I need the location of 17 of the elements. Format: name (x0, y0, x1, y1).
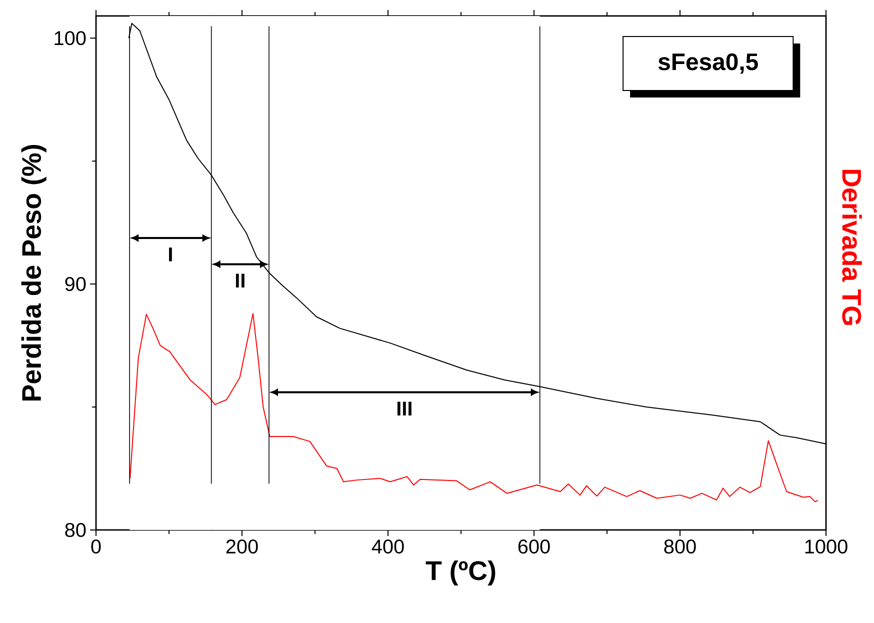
line-series (130, 313, 818, 502)
y-tick-label: 100 (54, 31, 86, 46)
y-axis-title: Perdida de Peso (%) (21, 145, 46, 400)
x-tick-label: 800 (664, 540, 696, 554)
y2-axis-title: Derivada TG (842, 170, 862, 325)
x-tick-label: 200 (226, 540, 258, 554)
x-tick-label: 400 (372, 540, 404, 554)
band-label: I (169, 248, 172, 262)
y-tick-label: 80 (65, 522, 86, 538)
x-axis-title: T (ºC) (426, 560, 496, 586)
x-tick-label: 1000 (805, 540, 848, 554)
y-tick-label: 90 (65, 277, 86, 292)
x-tick-label: 600 (518, 540, 550, 554)
band-label: II (236, 274, 244, 288)
annotation: sFesa0,5 (658, 53, 758, 74)
band-label: III (397, 402, 412, 416)
x-tick-label: 0 (91, 540, 101, 554)
